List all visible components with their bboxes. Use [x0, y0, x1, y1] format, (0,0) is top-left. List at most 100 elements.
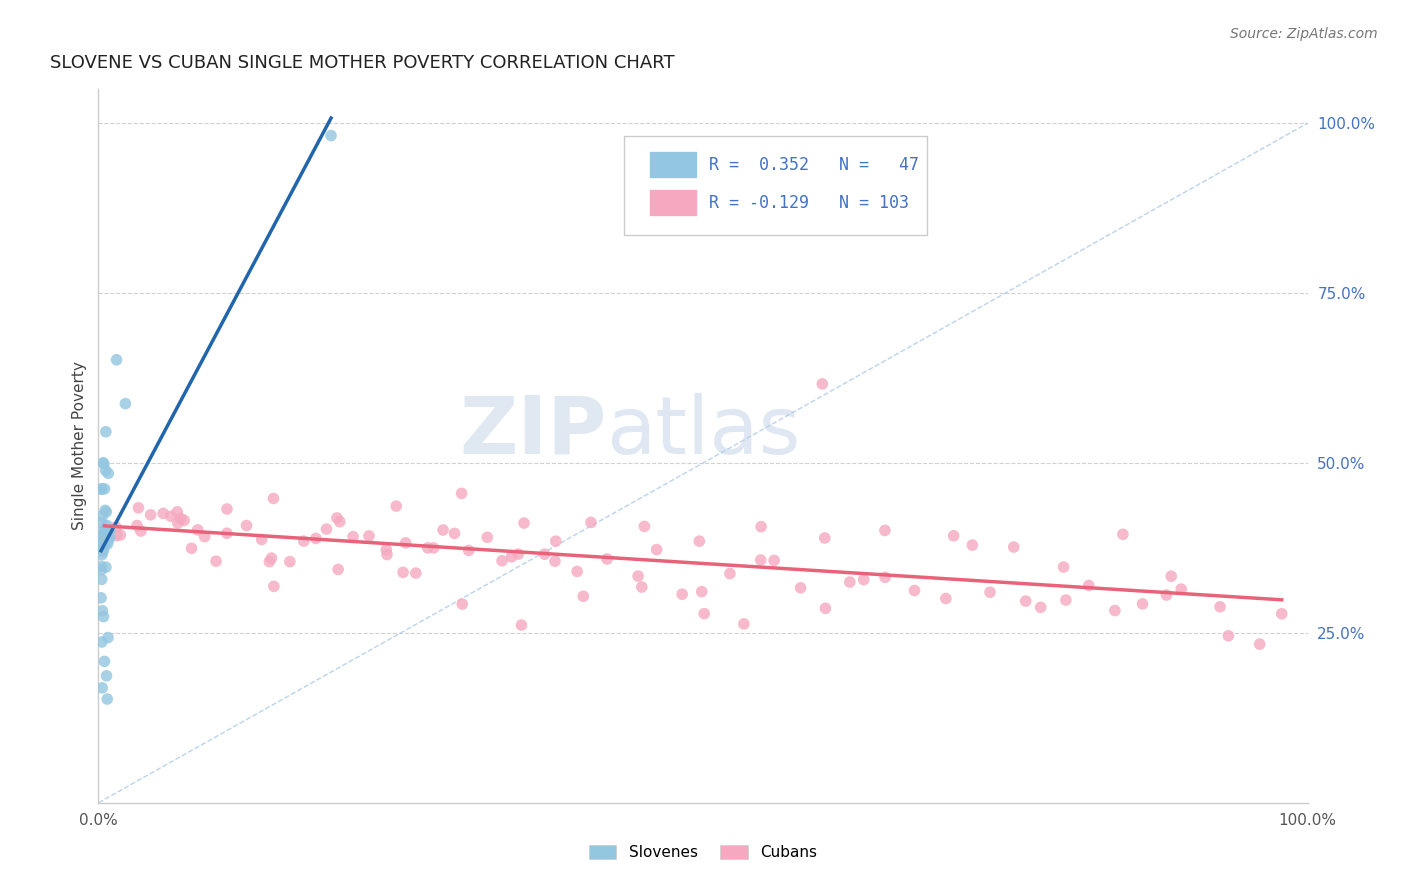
Point [94, 425, 117, 439]
Point [763, 553, 786, 567]
Point [262, 491, 284, 506]
Point [375, 542, 398, 557]
Point [91, 681, 114, 695]
Point [979, 585, 1001, 599]
Point [97, 467, 120, 481]
Point [90, 563, 112, 577]
Point [814, 601, 837, 615]
Point [91, 537, 114, 551]
Point [129, 524, 152, 538]
Point [91, 530, 114, 544]
Point [1249, 637, 1271, 651]
Point [326, 511, 349, 525]
Text: R =  0.352   N =   47: R = 0.352 N = 47 [709, 156, 920, 174]
Point [93, 457, 115, 471]
Point [903, 583, 925, 598]
Point [342, 530, 364, 544]
Point [97, 631, 120, 645]
Point [544, 534, 567, 549]
Point [94, 503, 117, 517]
Point [194, 530, 217, 544]
Point [90, 482, 112, 496]
Text: R = -0.129   N = 103: R = -0.129 N = 103 [709, 194, 910, 211]
Point [1015, 594, 1038, 608]
Point [180, 541, 202, 556]
Point [501, 549, 523, 564]
Point [93, 533, 115, 547]
Point [139, 508, 162, 522]
Point [91, 534, 114, 549]
Point [749, 519, 772, 533]
Point [93, 609, 115, 624]
Point [90, 482, 112, 496]
Point [93, 654, 115, 668]
Point [671, 587, 693, 601]
Point [510, 618, 533, 632]
Point [565, 565, 588, 579]
Point [1112, 527, 1135, 541]
Point [114, 397, 136, 411]
Point [1170, 582, 1192, 596]
Point [278, 555, 301, 569]
Point [873, 524, 896, 538]
Point [690, 584, 713, 599]
Point [263, 579, 285, 593]
Point [1132, 597, 1154, 611]
Point [125, 518, 148, 533]
Point [1052, 560, 1074, 574]
Point [96, 669, 118, 683]
Point [392, 566, 415, 580]
Point [852, 573, 875, 587]
Point [94, 536, 117, 550]
Point [962, 538, 984, 552]
Point [416, 541, 439, 555]
Point [90, 635, 112, 649]
Point [292, 534, 315, 549]
Point [627, 569, 650, 583]
Point [96, 692, 118, 706]
Point [329, 515, 352, 529]
Point [357, 529, 380, 543]
Point [1218, 629, 1240, 643]
Point [97, 524, 120, 539]
Point [1156, 588, 1178, 602]
Point [572, 589, 595, 603]
Point [97, 533, 120, 547]
Point [90, 516, 112, 530]
Point [477, 530, 499, 544]
Point [127, 500, 149, 515]
Point [1077, 578, 1099, 592]
Point [385, 499, 408, 513]
Point [1029, 600, 1052, 615]
Point [260, 551, 283, 566]
Point [645, 542, 668, 557]
Point [596, 552, 619, 566]
Point [1104, 603, 1126, 617]
Point [91, 508, 114, 523]
FancyBboxPatch shape [624, 136, 927, 235]
Point [96, 525, 118, 540]
Point [630, 580, 652, 594]
Point [96, 518, 118, 533]
Point [96, 534, 118, 549]
Point [450, 486, 472, 500]
Point [93, 482, 115, 496]
Point [432, 523, 454, 537]
Point [814, 531, 837, 545]
Point [91, 544, 114, 558]
Point [173, 513, 195, 527]
Point [159, 509, 181, 524]
Point [935, 591, 957, 606]
Point [305, 532, 328, 546]
Point [90, 591, 112, 605]
Point [633, 519, 655, 533]
Point [110, 528, 132, 542]
Text: SLOVENE VS CUBAN SINGLE MOTHER POVERTY CORRELATION CHART: SLOVENE VS CUBAN SINGLE MOTHER POVERTY C… [51, 54, 675, 72]
Point [811, 376, 834, 391]
Point [315, 522, 337, 536]
Point [91, 456, 114, 470]
Point [98, 524, 121, 538]
Point [1002, 540, 1025, 554]
Point [90, 573, 112, 587]
Point [688, 534, 710, 549]
